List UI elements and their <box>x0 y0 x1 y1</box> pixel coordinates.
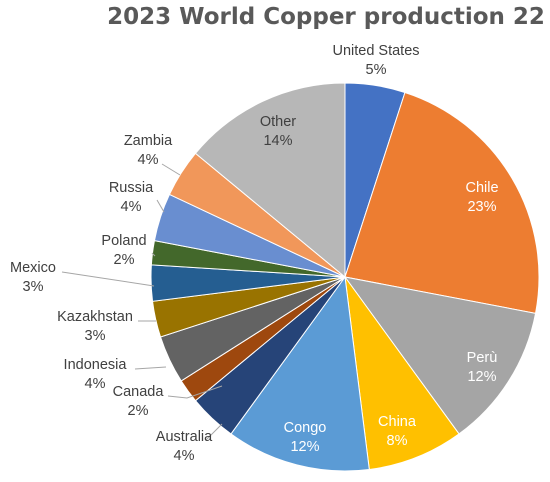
data-label-name: China <box>378 414 417 430</box>
pie-slice-china <box>344 276 460 471</box>
data-label-name: Other <box>260 114 296 130</box>
leader-line-russia <box>156 199 165 213</box>
data-label-zambia: Zambia 4% <box>124 133 173 168</box>
data-label-indonesia: Indonesia 4% <box>64 357 128 392</box>
data-label-name: Indonesia <box>64 357 128 373</box>
data-label-percent: 3% <box>85 328 106 344</box>
data-label-name: Poland <box>101 233 146 249</box>
chart-title: 2023 World Copper production 22 Mt <box>107 4 550 30</box>
data-label-percent: 3% <box>23 279 44 295</box>
data-label-percent: 12% <box>290 439 319 455</box>
data-label-percent: 4% <box>174 448 195 464</box>
data-label-peru: Perù 12% <box>467 350 498 385</box>
data-label-name: Mexico <box>10 260 56 276</box>
data-label-canada: Canada 2% <box>113 384 165 419</box>
leader-lines <box>61 163 223 441</box>
data-label-name: Perù <box>467 350 498 366</box>
leader-line-zambia <box>161 163 181 176</box>
data-label-mexico: Mexico 3% <box>10 260 56 295</box>
data-label-percent: 5% <box>366 62 387 78</box>
pie-slice-other <box>194 82 346 279</box>
data-label-name: Australia <box>156 429 213 445</box>
pie-slice-congo <box>230 275 370 472</box>
data-label-percent: 23% <box>467 199 496 215</box>
data-label-percent: 2% <box>128 403 149 419</box>
pie-slice-peru <box>343 276 537 435</box>
leader-line-mexico <box>61 271 155 287</box>
data-label-china: China 8% <box>378 414 417 449</box>
leader-line-australia <box>205 423 223 441</box>
data-label-name: Zambia <box>124 133 173 149</box>
data-label-kazakhstan: Kazakhstan 3% <box>57 309 133 344</box>
data-label-percent: 4% <box>138 152 159 168</box>
data-label-name: Canada <box>113 384 165 400</box>
data-label-chile: Chile 23% <box>465 180 498 215</box>
data-label-percent: 4% <box>121 199 142 215</box>
data-label-congo: Congo 12% <box>284 420 327 455</box>
data-label-percent: 12% <box>467 369 496 385</box>
data-label-australia: Australia 4% <box>156 429 213 464</box>
data-label-united-states: United States 5% <box>332 43 419 78</box>
data-label-percent: 8% <box>387 433 408 449</box>
data-label-percent: 2% <box>114 252 135 268</box>
slice-labels: United States 5% Chile 23% Perù 12% China 8% Con… <box>10 43 498 464</box>
data-label-name: Congo <box>284 420 327 436</box>
data-label-name: Kazakhstan <box>57 309 133 325</box>
data-label-percent: 4% <box>85 376 106 392</box>
data-label-name: United States <box>332 43 419 59</box>
data-label-russia: Russia 4% <box>109 180 154 215</box>
leader-line-poland <box>151 252 156 257</box>
pie-slices <box>150 82 540 472</box>
leader-line-canada <box>167 385 223 399</box>
data-label-poland: Poland 2% <box>101 233 146 268</box>
data-label-name: Russia <box>109 180 154 196</box>
data-label-percent: 14% <box>263 133 292 149</box>
pie-slice-chile <box>344 91 540 314</box>
data-label-other: Other 14% <box>260 114 296 149</box>
leader-line-indonesia <box>134 366 167 370</box>
data-label-name: Chile <box>465 180 498 196</box>
